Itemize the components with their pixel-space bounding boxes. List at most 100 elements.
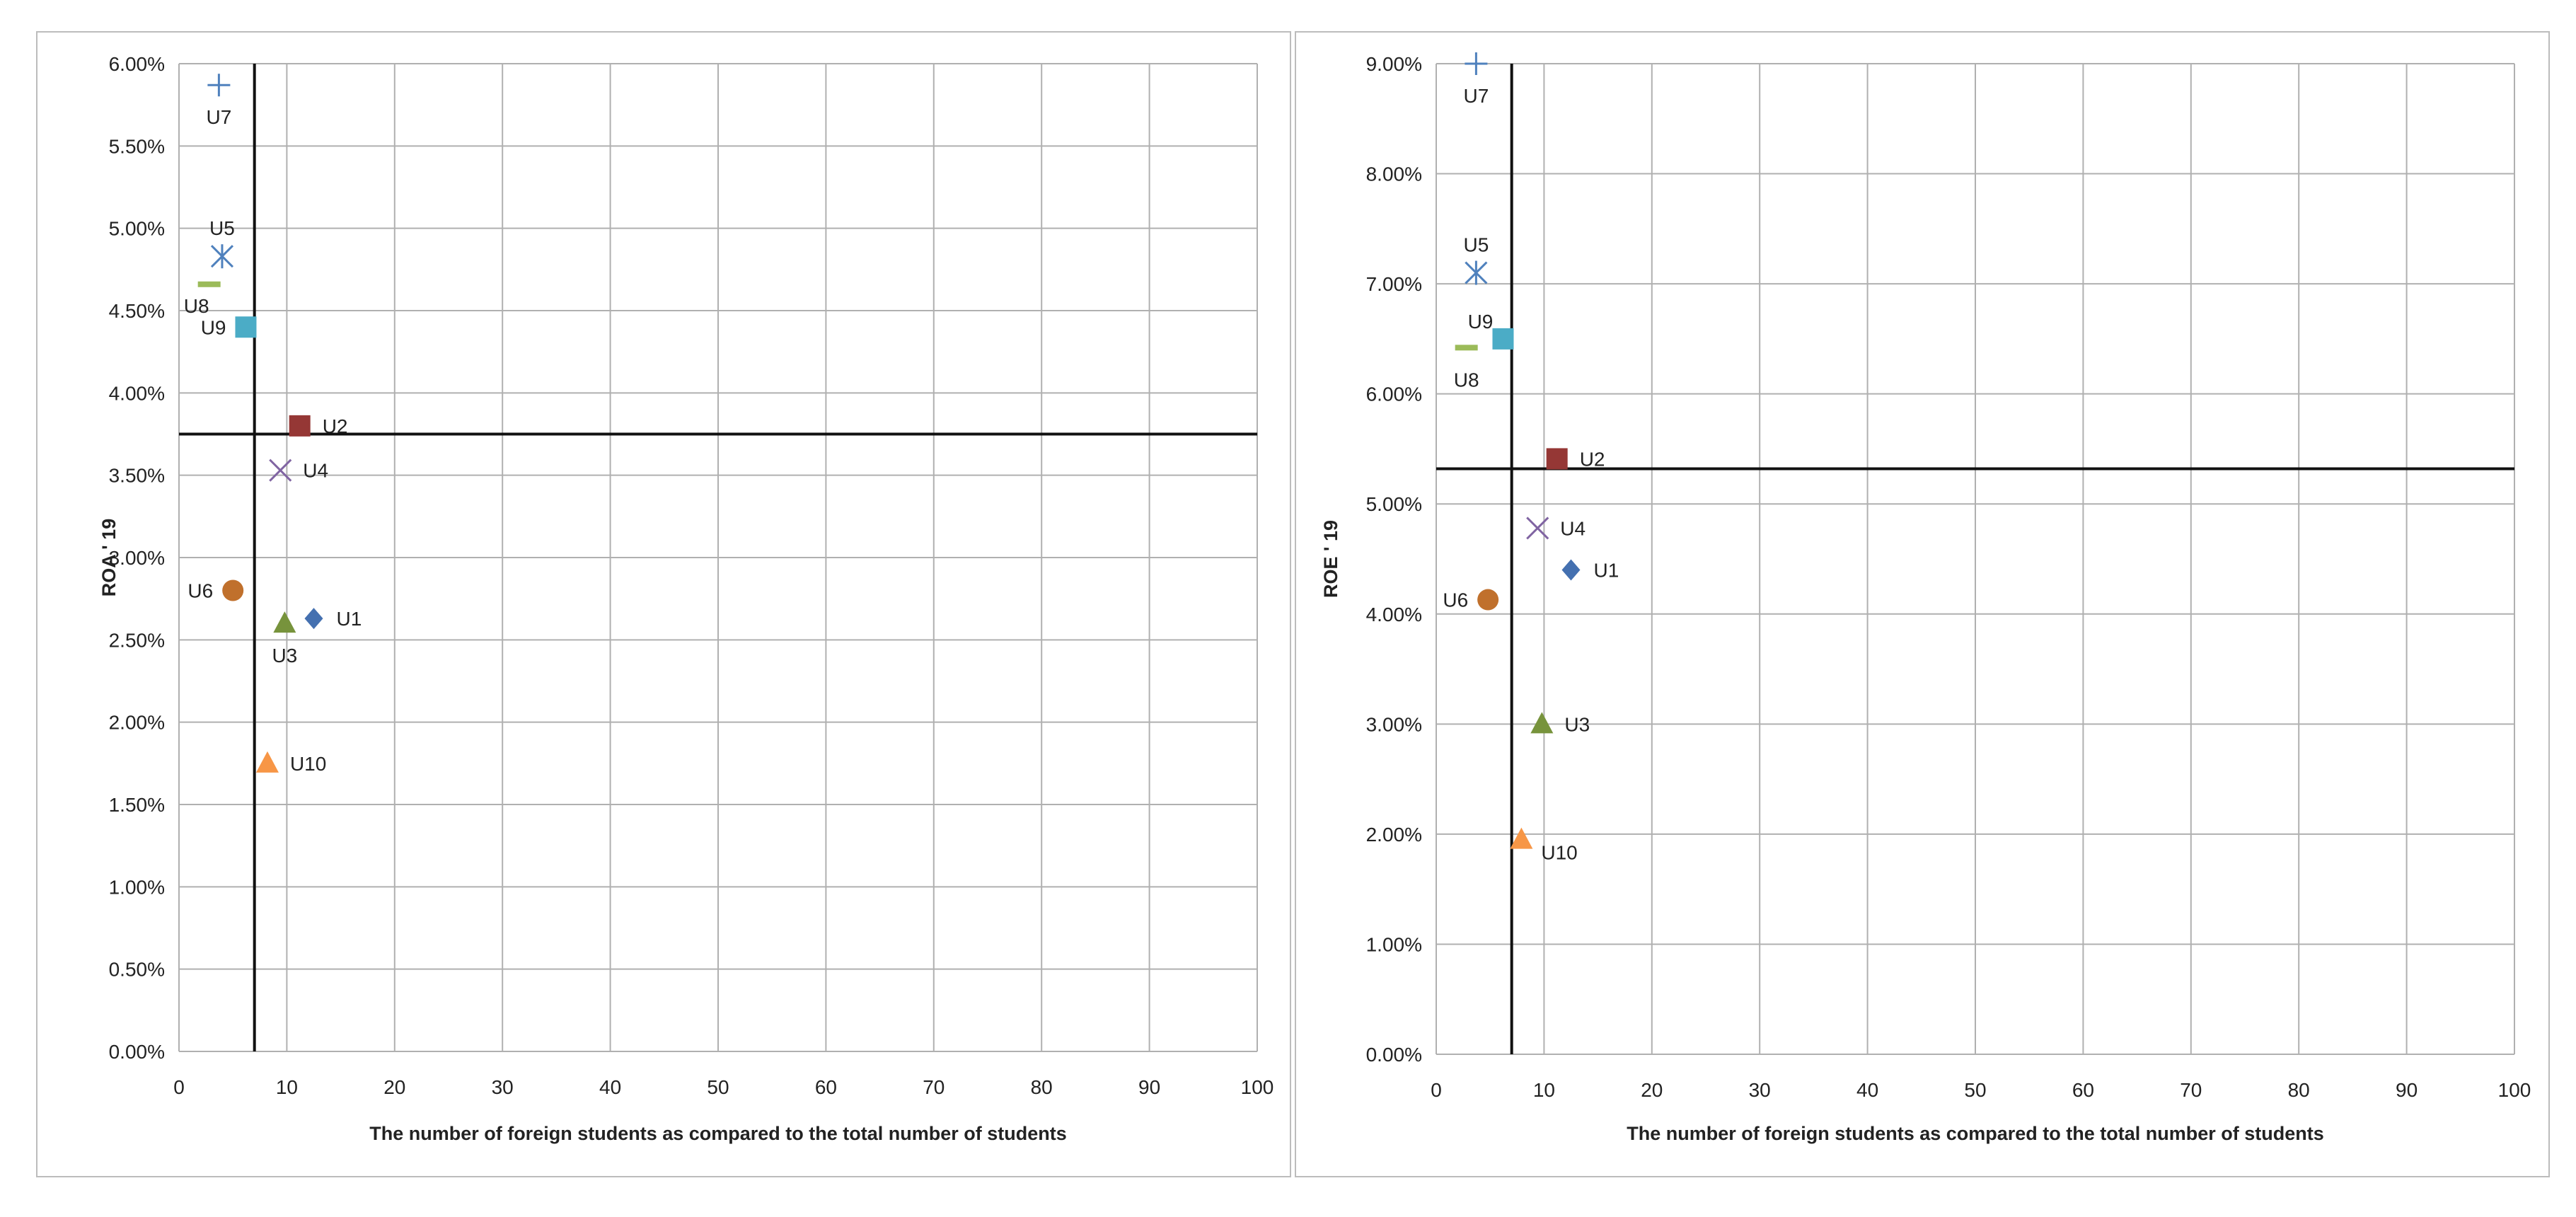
point-u10-marker (1510, 827, 1533, 849)
point-u4-x-b (269, 458, 292, 482)
point-u10-label: U10 (1541, 842, 1577, 864)
point-u2-label: U2 (1580, 448, 1605, 470)
point-u5-marker (1465, 260, 1488, 285)
point-u8-marker (197, 281, 221, 287)
point-u4-x-b (1526, 517, 1549, 540)
point-u7-label: U7 (206, 106, 231, 128)
y-tick-label: 1.00% (1366, 933, 1422, 955)
y-tick-label: 0.50% (109, 959, 165, 981)
x-tick-label: 60 (2072, 1079, 2094, 1101)
y-axis-title: ROE ' 19 (1320, 520, 1341, 598)
x-tick-label: 10 (276, 1076, 298, 1098)
x-tick-label: 100 (2498, 1079, 2531, 1101)
y-tick-label: 6.00% (1366, 383, 1422, 405)
point-u8-label: U8 (184, 295, 209, 317)
x-tick-label: 70 (2180, 1079, 2202, 1101)
point-u7-label: U7 (1463, 85, 1489, 107)
y-tick-label: 0.00% (1366, 1044, 1422, 1066)
point-u9-marker (1492, 328, 1514, 350)
x-tick-label: 20 (1641, 1079, 1663, 1101)
point-u8-marker (1455, 345, 1478, 351)
x-tick-label: 80 (2288, 1079, 2310, 1101)
y-tick-label: 1.00% (109, 876, 165, 898)
x-tick-label: 0 (173, 1076, 185, 1098)
x-tick-label: 70 (923, 1076, 945, 1098)
y-axis-title: ROA ' 19 (98, 519, 120, 596)
point-u9-marker (235, 316, 257, 338)
point-u4-label: U4 (303, 460, 328, 482)
x-tick-label: 40 (1856, 1079, 1878, 1101)
point-u2-label: U2 (323, 415, 348, 437)
point-u10-triangle (255, 751, 279, 773)
point-u6-marker (222, 579, 244, 601)
y-tick-label: 4.00% (109, 382, 165, 404)
x-tick-label: 80 (1031, 1076, 1053, 1098)
point-u2-square (289, 415, 311, 437)
point-u1-label: U1 (337, 608, 362, 630)
y-tick-label: 2.50% (109, 629, 165, 651)
x-tick-label: 40 (599, 1076, 621, 1098)
point-u9-label: U9 (1468, 311, 1494, 333)
y-tick-label: 4.00% (1366, 604, 1422, 625)
x-tick-label: 30 (492, 1076, 514, 1098)
x-tick-label: 90 (2396, 1079, 2418, 1101)
grid (178, 63, 1258, 1052)
x-axis-title: The number of foreign students as compar… (1627, 1123, 2324, 1144)
point-u5-marker (210, 244, 234, 269)
point-u6-marker (1477, 589, 1499, 611)
roe-chart-panel: 0 10 20 30 40 50 60 70 80 90 100 0.00% 1.00% 2.00% 3.0… (1295, 31, 2550, 1177)
point-u8-dash (197, 281, 221, 287)
point-u1-label: U1 (1594, 560, 1619, 582)
point-u7-marker (1465, 52, 1488, 75)
y-tick-label: 3.50% (109, 465, 165, 487)
point-u8-dash (1455, 345, 1478, 351)
point-u9-label: U9 (201, 316, 226, 338)
roe-scatter-chart: 0 10 20 30 40 50 60 70 80 90 100 0.00% 1.00% 2.00% 3.0… (1320, 52, 2531, 1144)
x-tick-label: 30 (1749, 1079, 1771, 1101)
point-u5-label: U5 (1463, 234, 1489, 256)
point-u1-marker (1561, 559, 1581, 581)
point-u4-marker (269, 458, 292, 482)
x-tick-label: 20 (383, 1076, 405, 1098)
point-u3-marker (273, 611, 296, 633)
y-tick-label: 5.00% (109, 218, 165, 240)
y-tick-label: 8.00% (1366, 163, 1422, 185)
point-u10-triangle (1510, 827, 1533, 849)
y-tick-label: 0.00% (109, 1041, 165, 1063)
y-tick-label: 3.00% (1366, 713, 1422, 735)
point-u7-marker (207, 74, 231, 97)
y-tick-label: 5.00% (1366, 493, 1422, 515)
roa-chart-panel: 0 10 20 30 40 50 60 70 80 90 100 0.00% 0.50% 1.00% 1.5… (36, 31, 1291, 1177)
point-u5-label: U5 (209, 217, 235, 239)
roa-scatter-chart: 0 10 20 30 40 50 60 70 80 90 100 0.00% 0.50% 1.00% 1.5… (98, 53, 1274, 1144)
point-u2-marker (289, 415, 311, 437)
point-u6-circle (1477, 589, 1499, 611)
y-tick-label: 3.00% (109, 547, 165, 569)
point-u3-label: U3 (272, 645, 297, 667)
point-u6-label: U6 (187, 580, 213, 602)
point-u1-marker (304, 608, 323, 630)
y-tick-label: 9.00% (1366, 53, 1422, 75)
x-tick-label: 100 (1241, 1076, 1274, 1098)
x-tick-label: 0 (1431, 1079, 1442, 1101)
y-tick-label: 4.50% (109, 300, 165, 322)
x-tick-label: 10 (1533, 1079, 1555, 1101)
point-u4-label: U4 (1560, 517, 1586, 539)
y-tick-label: 1.50% (109, 794, 165, 816)
y-tick-label: 2.00% (1366, 824, 1422, 846)
point-u10-label: U10 (290, 753, 326, 775)
point-u2-square (1546, 448, 1568, 470)
point-u2-marker (1546, 448, 1568, 470)
point-u3-marker (1530, 712, 1554, 734)
point-u3-triangle (273, 611, 296, 633)
point-u6-circle (222, 579, 244, 601)
x-axis-title: The number of foreign students as compar… (369, 1123, 1067, 1144)
point-u8-label: U8 (1454, 369, 1479, 391)
point-u9-square (1492, 328, 1514, 350)
y-tick-label: 6.00% (109, 53, 165, 75)
point-u3-triangle (1530, 712, 1554, 734)
point-u4-marker (1526, 517, 1549, 540)
x-tick-label: 60 (815, 1076, 837, 1098)
x-tick-label: 50 (1964, 1079, 1986, 1101)
x-tick-label: 90 (1138, 1076, 1160, 1098)
